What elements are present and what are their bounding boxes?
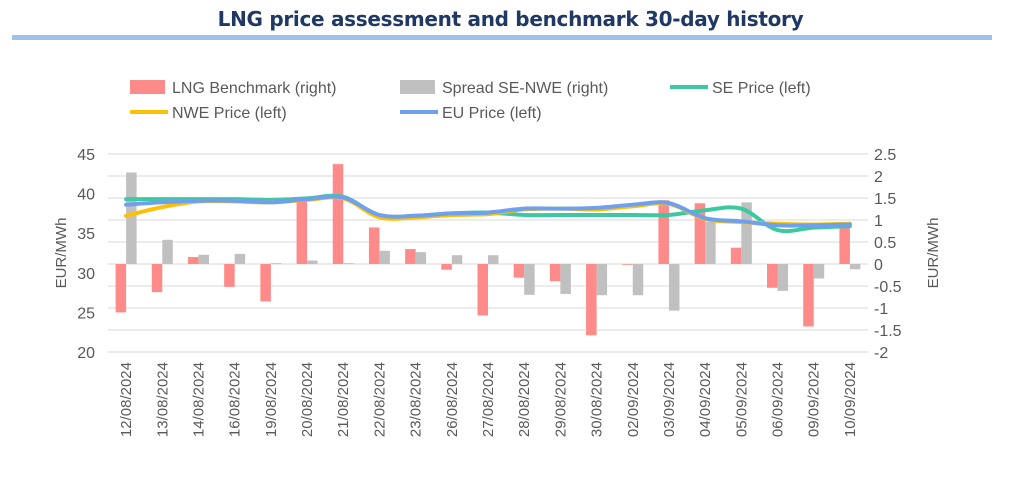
left-axis-label: EUR/MWh xyxy=(53,218,70,289)
left-tick-label: 25 xyxy=(77,305,95,322)
bar-lng-benchmark xyxy=(332,164,344,264)
bar-spread xyxy=(632,264,644,296)
x-tick-label: 21/08/2024 xyxy=(335,362,352,437)
bar-lng-benchmark xyxy=(151,264,163,293)
right-axis-label: EUR/MWh xyxy=(925,218,942,289)
bar-spread xyxy=(379,250,390,264)
bar-spread xyxy=(813,264,825,279)
bar-lng-benchmark xyxy=(224,264,235,287)
x-tick-label: 05/09/2024 xyxy=(733,362,750,437)
bar-spread xyxy=(270,263,282,264)
bar-spread xyxy=(162,239,173,264)
bar-lng-benchmark xyxy=(260,264,271,302)
right-tick-label: 1.5 xyxy=(874,191,896,208)
right-tick-label: 0.5 xyxy=(874,235,896,252)
x-tick-label: 03/09/2024 xyxy=(661,362,678,437)
bar-lng-benchmark xyxy=(441,264,452,270)
left-tick-label: 35 xyxy=(77,226,95,243)
bar-lng-benchmark xyxy=(115,264,127,313)
right-tick-label: 2.5 xyxy=(874,147,896,164)
x-tick-label: 19/08/2024 xyxy=(263,362,280,437)
bar-lng-benchmark xyxy=(296,201,308,264)
x-tick-label: 28/08/2024 xyxy=(516,362,533,437)
right-tick-label: -1.5 xyxy=(874,323,902,340)
bar-spread xyxy=(596,264,608,296)
right-tick-label: 1 xyxy=(874,213,883,230)
right-tick-label: 0 xyxy=(874,257,883,274)
x-tick-label: 09/09/2024 xyxy=(806,362,823,437)
bar-spread xyxy=(126,172,137,264)
bar-spread xyxy=(415,252,427,264)
bar-lng-benchmark xyxy=(803,264,814,327)
x-tick-label: 22/08/2024 xyxy=(371,362,388,437)
legend-label: EU Price (left) xyxy=(442,105,542,122)
right-tick-label: -0.5 xyxy=(874,279,902,296)
left-tick-label: 45 xyxy=(77,147,95,164)
legend-label: NWE Price (left) xyxy=(172,105,287,122)
left-tick-label: 30 xyxy=(77,266,95,283)
bar-spread xyxy=(451,255,463,264)
line-eu-price xyxy=(124,194,852,228)
x-tick-label: 06/09/2024 xyxy=(770,362,787,437)
bar-lng-benchmark xyxy=(658,200,669,264)
bar-spread xyxy=(488,255,499,264)
bar-spread xyxy=(307,260,318,264)
x-tick-label: 10/09/2024 xyxy=(842,362,859,437)
bar-spread xyxy=(668,264,680,311)
right-tick-label: 2 xyxy=(874,169,883,186)
bar-lng-benchmark xyxy=(477,264,488,316)
x-tick-label: 16/08/2024 xyxy=(227,362,244,437)
x-tick-label: 27/08/2024 xyxy=(480,362,497,437)
title-underline xyxy=(12,35,992,40)
bar-lng-benchmark xyxy=(767,264,778,288)
bar-spread xyxy=(560,264,571,294)
x-tick-label: 13/08/2024 xyxy=(154,362,171,437)
x-tick-label: 02/09/2024 xyxy=(625,362,642,437)
bar-lng-benchmark xyxy=(694,203,706,264)
bar-spread xyxy=(777,264,789,291)
x-tick-label: 30/08/2024 xyxy=(589,362,606,437)
legend-swatch-1 xyxy=(400,80,435,94)
left-tick-label: 40 xyxy=(77,187,95,204)
x-tick-label: 20/08/2024 xyxy=(299,362,316,437)
bar-spread xyxy=(705,221,716,264)
x-tick-label: 26/08/2024 xyxy=(444,362,461,437)
right-tick-label: -2 xyxy=(874,345,888,362)
legend-label: Spread SE-NWE (right) xyxy=(442,80,608,97)
bar-lng-benchmark xyxy=(368,227,380,264)
x-tick-label: 14/08/2024 xyxy=(190,362,207,437)
bar-spread xyxy=(198,254,209,264)
bar-lng-benchmark xyxy=(405,249,416,264)
chart-title: LNG price assessment and benchmark 30-da… xyxy=(217,7,804,31)
bar-lng-benchmark xyxy=(586,264,597,336)
bar-spread xyxy=(343,263,354,264)
bar-lng-benchmark xyxy=(187,256,199,264)
bar-lng-benchmark xyxy=(839,227,850,264)
x-tick-label: 23/08/2024 xyxy=(408,362,425,437)
left-tick-label: 20 xyxy=(77,345,95,362)
bar-lng-benchmark xyxy=(622,264,633,265)
bar-spread xyxy=(741,202,752,264)
legend-label: LNG Benchmark (right) xyxy=(172,80,337,97)
bar-lng-benchmark xyxy=(730,247,742,264)
bar-spread xyxy=(849,264,861,270)
right-tick-label: -1 xyxy=(874,301,888,318)
bar-spread xyxy=(234,253,246,264)
bar-lng-benchmark xyxy=(549,264,561,282)
x-tick-label: 12/08/2024 xyxy=(118,362,135,437)
x-tick-label: 29/08/2024 xyxy=(552,362,569,437)
bar-spread xyxy=(524,264,535,295)
x-tick-label: 04/09/2024 xyxy=(697,362,714,437)
legend-swatch-0 xyxy=(130,80,165,94)
legend-label: SE Price (left) xyxy=(712,80,811,97)
bar-lng-benchmark xyxy=(513,264,525,278)
